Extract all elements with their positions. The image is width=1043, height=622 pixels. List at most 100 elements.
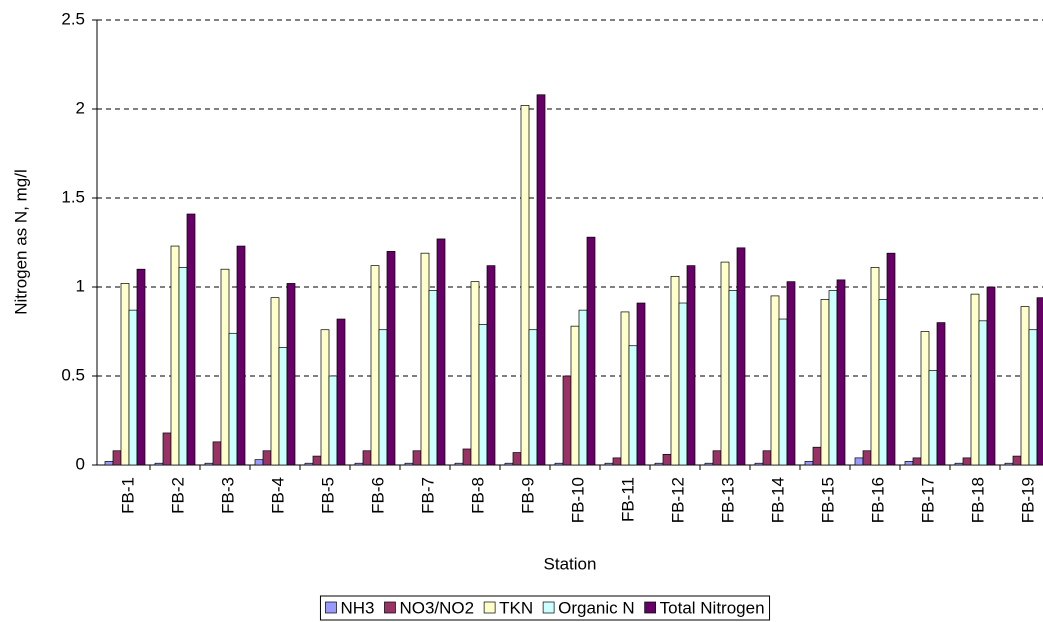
bar — [920, 331, 930, 466]
bar — [704, 462, 714, 466]
bar — [362, 450, 372, 466]
x-tick-label: FB-18 — [968, 477, 987, 523]
x-tick-label: FB-14 — [768, 477, 787, 523]
bar — [504, 462, 514, 466]
bar — [836, 279, 846, 466]
x-tick-label: FB-4 — [268, 477, 287, 514]
legend-label: TKN — [499, 598, 533, 617]
bar — [154, 462, 164, 466]
bar — [386, 251, 396, 466]
legend-swatch — [483, 601, 496, 614]
bar — [562, 375, 572, 466]
bar — [812, 446, 822, 466]
bar — [870, 267, 880, 466]
bar — [686, 265, 696, 466]
bar — [336, 318, 346, 466]
bar — [162, 432, 172, 466]
bar — [412, 450, 422, 466]
bar — [486, 265, 496, 466]
bar — [454, 462, 464, 466]
bar — [570, 325, 580, 466]
bar — [328, 375, 338, 466]
bar — [170, 245, 180, 466]
bar — [662, 453, 672, 466]
y-tick-label: 1 — [76, 276, 85, 295]
bar — [370, 265, 380, 466]
x-axis-label: Station — [544, 554, 597, 573]
bar — [620, 311, 630, 466]
bar — [1020, 306, 1030, 466]
bar — [904, 461, 914, 466]
x-tick-label: FB-15 — [818, 477, 837, 523]
bar — [470, 281, 480, 466]
bar — [986, 286, 996, 466]
bar — [636, 302, 646, 466]
x-tick-label: FB-12 — [668, 477, 687, 523]
bar — [262, 450, 272, 466]
bar — [236, 245, 246, 466]
bar — [586, 236, 596, 466]
bar — [912, 457, 922, 466]
bar — [354, 462, 364, 466]
bar — [112, 450, 122, 466]
legend-label: NO3/NO2 — [399, 598, 474, 617]
bar — [254, 459, 264, 466]
bar — [936, 322, 946, 466]
x-tick-label: FB-16 — [868, 477, 887, 523]
x-tick-label: FB-7 — [418, 477, 437, 514]
y-tick-label: 1.5 — [61, 187, 85, 206]
legend-label: Organic N — [558, 598, 635, 617]
bar — [220, 268, 230, 466]
bar — [462, 448, 472, 466]
bar — [104, 461, 114, 466]
bar — [420, 252, 430, 466]
y-axis-label: Nitrogen as N, mg/l — [11, 169, 30, 315]
y-tick-label: 2.5 — [61, 9, 85, 28]
legend-label: NH3 — [340, 598, 374, 617]
x-tick-label: FB-2 — [168, 477, 187, 514]
x-tick-label: FB-19 — [1018, 477, 1037, 523]
legend-swatch — [325, 601, 337, 614]
bar — [528, 329, 538, 466]
legend-swatch — [542, 601, 555, 614]
bar — [286, 283, 296, 466]
x-tick-label: FB-5 — [318, 477, 337, 514]
legend-label: Total Nitrogen — [660, 598, 765, 617]
legend-swatch — [644, 601, 656, 614]
x-tick-label: FB-10 — [568, 477, 587, 523]
bar — [1028, 329, 1038, 466]
y-tick-label: 0 — [76, 454, 85, 473]
x-tick-label: FB-17 — [918, 477, 937, 523]
bar — [962, 457, 972, 466]
y-tick-label: 0.5 — [61, 365, 85, 384]
bar — [804, 461, 814, 466]
bar — [1036, 297, 1043, 466]
bar — [320, 329, 330, 466]
x-tick-label: FB-3 — [218, 477, 237, 514]
legend-swatch — [384, 601, 396, 614]
bar — [178, 267, 188, 466]
bar — [554, 462, 564, 466]
bar — [778, 318, 788, 466]
bar — [612, 457, 622, 466]
bar — [754, 462, 764, 466]
bar — [720, 261, 730, 466]
bar — [478, 324, 488, 466]
bar — [886, 252, 896, 466]
bar — [520, 105, 530, 466]
bar — [428, 290, 438, 466]
bar — [954, 462, 964, 466]
bar — [378, 329, 388, 466]
x-tick-label: FB-13 — [718, 477, 737, 523]
x-tick-label: FB-6 — [368, 477, 387, 514]
bar — [512, 452, 522, 466]
x-tick-label: FB-8 — [468, 477, 487, 514]
bar — [770, 295, 780, 466]
bar — [136, 268, 146, 466]
bar — [878, 299, 888, 466]
bar — [278, 347, 288, 466]
bar — [204, 462, 214, 466]
bar — [670, 275, 680, 466]
bar — [578, 309, 588, 466]
